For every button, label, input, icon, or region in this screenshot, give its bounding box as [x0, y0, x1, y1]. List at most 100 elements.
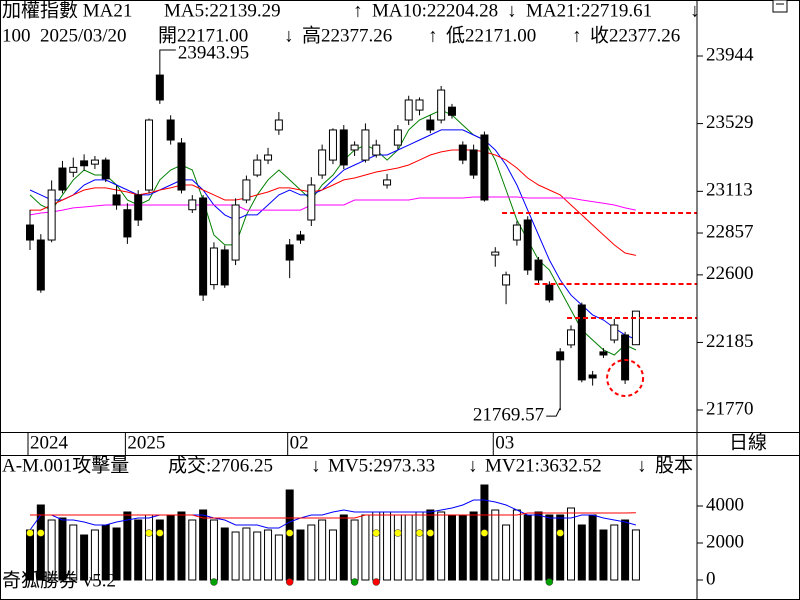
- header-text: ↑: [428, 25, 438, 46]
- volume-bar: [361, 514, 370, 581]
- candle-body: [188, 199, 197, 211]
- header-text: ↓: [311, 455, 321, 476]
- candle-body: [285, 244, 294, 261]
- y-tick-label: 23113: [706, 180, 753, 201]
- candle-body: [383, 179, 392, 186]
- candle-body: [437, 89, 446, 121]
- signal-dot: [350, 578, 359, 586]
- signal-dot: [37, 529, 45, 537]
- candle-body: [458, 144, 467, 161]
- volume-bar: [134, 519, 143, 581]
- x-tick-label: 02: [290, 432, 309, 453]
- candle-body: [512, 224, 521, 241]
- signal-dot: [372, 529, 380, 537]
- candle-body: [36, 239, 45, 291]
- candle-body: [145, 119, 154, 191]
- candle-body: [231, 204, 240, 261]
- volume-bar: [491, 509, 500, 581]
- signal-dot: [545, 578, 554, 586]
- signal-dot: [556, 529, 564, 537]
- y-tick-label: 23529: [706, 112, 754, 133]
- annotation-leader: [159, 49, 176, 57]
- header-text: ↓: [690, 0, 700, 21]
- candle-body: [80, 160, 89, 167]
- candle-body: [631, 310, 640, 346]
- candle-body: [101, 159, 110, 180]
- signal-dot: [372, 578, 380, 586]
- header-text: ↓: [468, 455, 478, 476]
- volume-bar: [415, 511, 424, 581]
- indicator-line: [29, 196, 636, 216]
- candle-body: [274, 119, 283, 131]
- candle-body: [58, 167, 67, 191]
- header-text: 低22171.00: [446, 24, 536, 46]
- candle-body: [523, 219, 532, 271]
- candle-body: [134, 194, 143, 221]
- candle-body: [447, 106, 456, 116]
- x-tick-label: 2024: [30, 432, 69, 453]
- candle-body: [47, 189, 56, 241]
- window-button[interactable]: [772, 0, 788, 13]
- signal-dot: [285, 578, 294, 586]
- price-panel: [26, 49, 697, 417]
- header-text: 加權指數 MA21: [2, 0, 132, 21]
- header-text: MV5:2973.33: [328, 455, 435, 476]
- candle-body: [426, 119, 435, 131]
- annotation: 23943.95: [178, 42, 249, 63]
- header-text: 開22171.00: [158, 25, 248, 46]
- volume-bar: [328, 529, 337, 581]
- volume-bar: [502, 524, 511, 581]
- volume-bar: [112, 527, 121, 581]
- volume-bar: [145, 514, 154, 581]
- volume-bar: [209, 519, 218, 581]
- candle-body: [177, 142, 186, 191]
- volume-bar: [188, 519, 197, 581]
- candle-body: [502, 274, 511, 286]
- y-tick-label: 4000: [706, 494, 744, 515]
- volume-bar: [383, 511, 392, 581]
- signal-dot: [394, 529, 402, 537]
- y-tick-label: 21770: [706, 398, 754, 419]
- candle-body: [328, 129, 337, 161]
- volume-bar: [556, 514, 565, 581]
- candle-body: [480, 134, 489, 201]
- volume-bar: [36, 504, 45, 581]
- header-text: MV21:3632.52: [485, 455, 602, 476]
- volume-bar: [155, 519, 164, 581]
- volume-bar: [90, 529, 99, 581]
- candle-body: [545, 284, 554, 301]
- header-text: 收22377.26: [590, 24, 680, 46]
- signal-dot: [156, 529, 164, 537]
- volume-bar: [631, 529, 640, 581]
- header-text: ↓: [637, 455, 647, 476]
- signal-dot: [426, 529, 435, 537]
- candle-body: [296, 234, 305, 241]
- candle-body: [610, 324, 619, 341]
- footer: 奇狐勝券 v5.2: [2, 569, 116, 591]
- candle-body: [393, 129, 402, 146]
- candle-body: [26, 224, 34, 241]
- volume-bar: [339, 514, 348, 581]
- candle-body: [415, 99, 424, 111]
- volume-bar: [318, 519, 327, 581]
- candle-body: [567, 329, 575, 346]
- overlay: 23944 23529 23113 22857 22600 22185 21770 2024 2…: [2, 0, 754, 589]
- annotation-leader: [546, 407, 561, 417]
- indicator-line: [29, 499, 637, 531]
- header-text: ↓: [507, 0, 517, 21]
- header-text: MA10:22204.28: [372, 0, 498, 21]
- y-tick-label: 22600: [706, 263, 754, 284]
- volume-bar: [69, 524, 78, 581]
- candle-body: [155, 74, 164, 101]
- candle-body: [69, 166, 78, 173]
- candle-body: [209, 247, 218, 286]
- candle-body: [577, 304, 586, 381]
- volume-bar: [437, 511, 446, 581]
- volume-bar: [469, 511, 478, 581]
- volume-bar: [372, 511, 381, 581]
- volume-bar: [588, 514, 597, 581]
- candle-body: [123, 209, 132, 238]
- volume-bar: [220, 527, 229, 581]
- volume-bar: [80, 534, 89, 581]
- signal-dot: [480, 529, 489, 537]
